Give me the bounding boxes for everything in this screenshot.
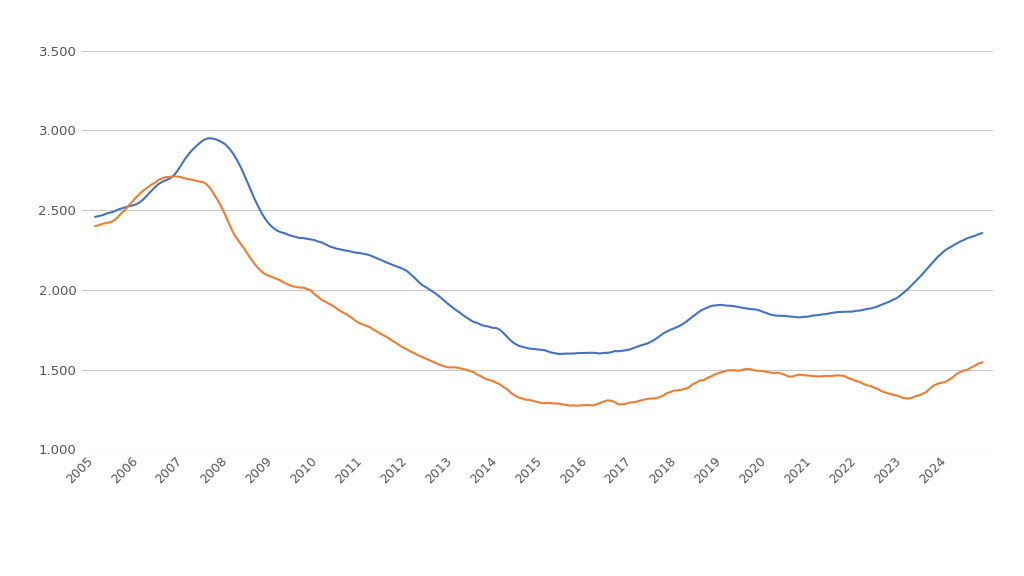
Real: [393, 342, 406, 348]
Real: [89, 223, 101, 230]
Nominal: [89, 213, 101, 220]
Nominal: [976, 230, 988, 237]
Nominal: [204, 135, 216, 142]
Real: [921, 388, 933, 395]
Real: [148, 179, 161, 186]
Nominal: [921, 266, 933, 273]
Real: [126, 198, 138, 205]
Nominal: [148, 184, 161, 191]
Real: [167, 173, 179, 180]
Real: [571, 402, 584, 409]
Nominal: [683, 316, 695, 323]
Nominal: [126, 202, 138, 209]
Line: Real: Real: [95, 176, 982, 406]
Real: [233, 240, 246, 247]
Nominal: [233, 162, 246, 169]
Legend: Nominal, Real: Nominal, Real: [436, 573, 639, 576]
Real: [976, 359, 988, 366]
Line: Nominal: Nominal: [95, 138, 982, 354]
Nominal: [553, 351, 565, 358]
Real: [683, 384, 695, 391]
Nominal: [393, 264, 406, 271]
